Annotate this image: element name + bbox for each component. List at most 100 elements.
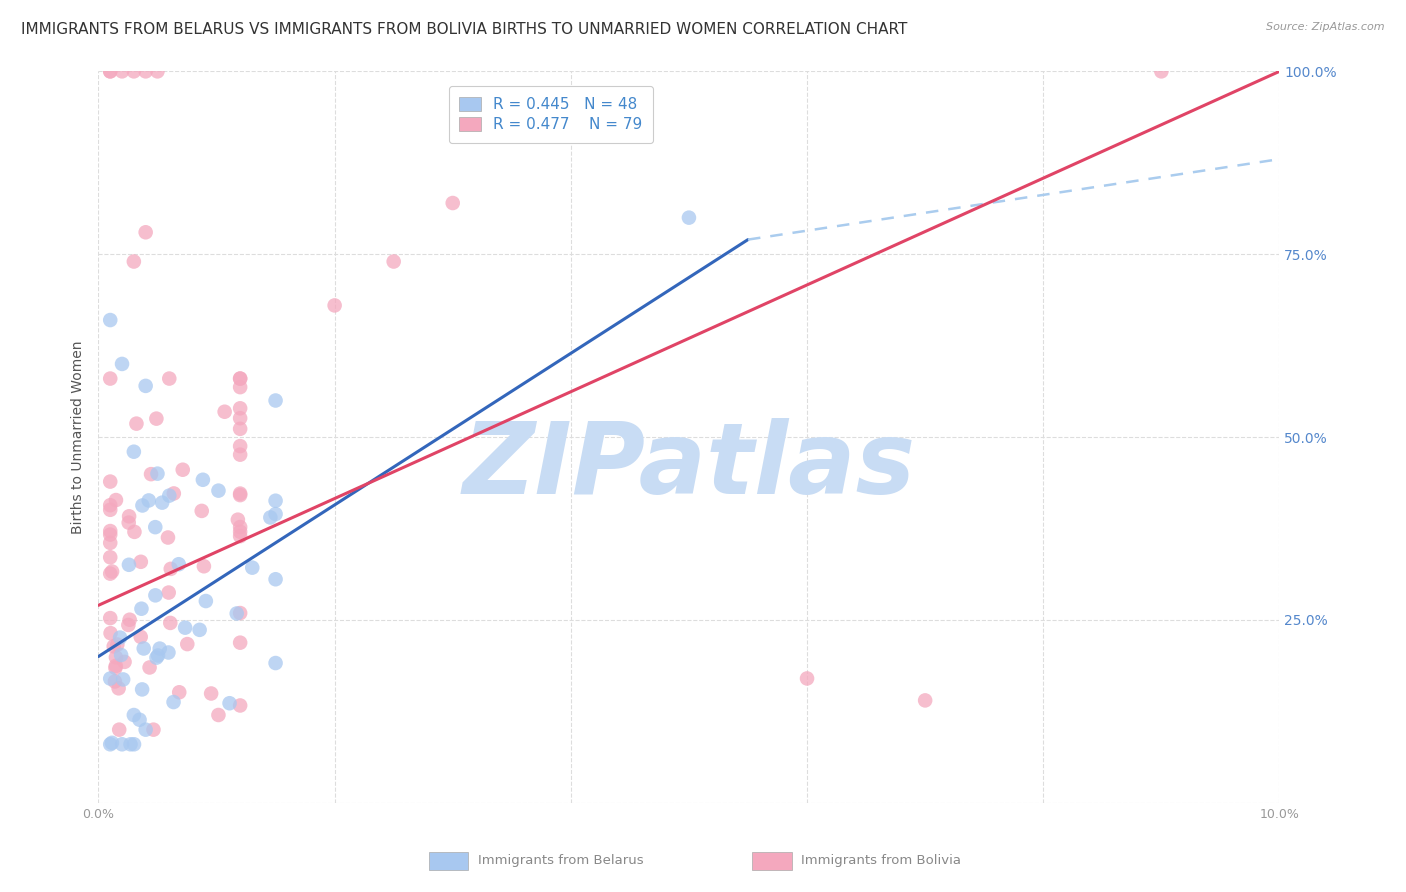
Y-axis label: Births to Unmarried Women: Births to Unmarried Women [72,341,86,533]
Point [264,572,287,586]
Point [100,626,122,640]
Point [129,630,152,644]
Point [98,566,121,581]
Point [111,357,134,371]
Point [98,64,121,78]
Point [167,685,190,699]
Point [98,313,121,327]
Point [135,64,157,78]
Point [104,674,127,689]
Point [98,737,121,751]
Point [101,565,124,579]
Point [142,723,165,737]
Point [122,737,145,751]
Point [131,601,153,615]
Point [159,562,181,576]
Point [103,640,125,654]
Point [156,531,179,545]
Point [214,405,236,419]
Point [98,672,121,686]
Point [104,493,127,508]
Point [122,444,145,458]
Point [118,613,141,627]
Point [117,618,139,632]
Point [131,682,153,697]
Point [229,488,252,502]
Point [124,524,146,539]
Point [122,64,145,78]
Point [101,736,124,750]
Point [112,673,135,687]
Point [135,379,157,393]
Point [229,371,252,385]
Point [441,196,464,211]
Point [225,607,247,621]
Point [163,486,186,500]
Point [108,723,131,737]
Point [149,641,172,656]
Point [167,558,190,572]
Point [128,713,150,727]
Point [229,529,252,543]
Point [98,503,121,517]
Point [678,211,700,225]
Text: Immigrants from Bolivia: Immigrants from Bolivia [801,855,962,867]
Point [229,606,252,620]
Point [191,473,214,487]
Point [207,708,229,723]
Point [135,723,157,737]
Point [193,559,215,574]
Point [98,611,121,625]
Point [157,371,180,385]
Point [139,467,162,482]
Point [135,225,157,239]
Point [150,495,173,509]
Point [382,254,405,268]
Point [118,516,141,530]
Point [145,650,167,665]
Point [98,524,121,538]
Point [145,411,167,425]
Point [229,698,252,713]
Point [114,655,136,669]
Point [162,695,184,709]
Point [118,558,141,572]
Point [143,520,166,534]
Point [229,439,252,453]
Point [229,411,252,425]
Point [229,486,252,500]
Point [188,623,211,637]
Point [1150,64,1173,78]
Point [200,686,222,700]
Point [98,536,121,550]
Point [157,489,180,503]
Point [122,708,145,723]
Point [157,585,180,599]
Point [229,448,252,462]
Point [174,621,197,635]
Point [104,650,127,665]
Point [264,393,287,408]
Point [229,401,252,416]
Point [796,672,818,686]
Point [229,380,252,394]
Point [264,493,287,508]
Point [122,254,145,268]
Point [146,648,169,663]
Point [229,635,252,649]
Point [108,631,131,645]
Point [229,371,252,385]
Point [98,550,121,565]
Point [104,661,127,675]
Point [146,467,169,481]
Point [194,594,217,608]
Point [129,555,152,569]
Point [146,64,169,78]
Point [264,656,287,670]
Text: ZIPatlas: ZIPatlas [463,417,915,515]
Point [118,509,141,524]
Point [323,298,346,312]
Point [157,646,180,660]
Point [914,693,936,707]
Point [98,498,121,512]
